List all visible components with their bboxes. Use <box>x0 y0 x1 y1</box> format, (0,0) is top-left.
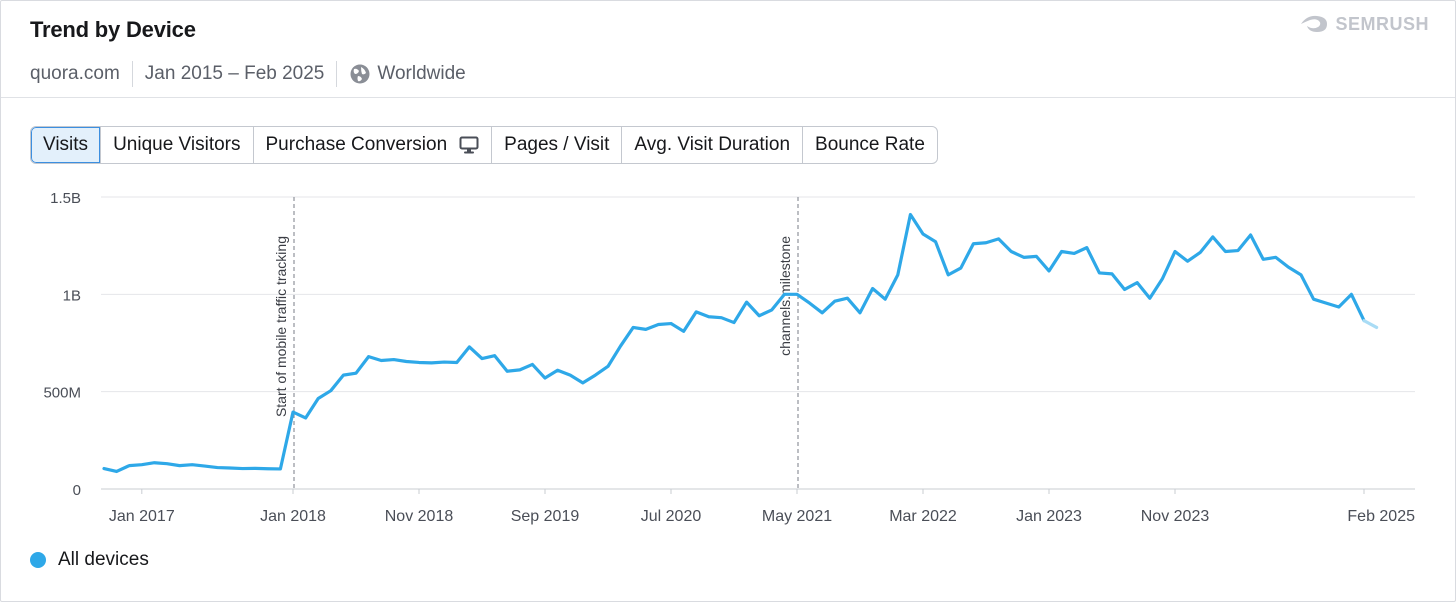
x-tick-label: Jul 2020 <box>641 508 702 525</box>
tab-purchase-conversion[interactable]: Purchase Conversion <box>252 127 492 163</box>
tab-label: Avg. Visit Duration <box>634 134 791 155</box>
y-tick-label: 0 <box>73 482 81 499</box>
widget-meta: quora.com Jan 2015 – Feb 2025 Worldwide <box>30 61 466 87</box>
tab-label: Unique Visitors <box>113 134 241 155</box>
x-tick-label: May 2021 <box>762 508 832 525</box>
tab-label: Pages / Visit <box>504 134 610 155</box>
tab-label: Purchase Conversion <box>265 134 448 155</box>
y-tick-label: 1B <box>63 287 81 304</box>
y-tick-label: 500M <box>43 385 81 402</box>
x-tick-label: Nov 2018 <box>385 508 454 525</box>
y-tick-label: 1.5B <box>50 190 81 207</box>
tab-bounce-rate[interactable]: Bounce Rate <box>802 127 937 163</box>
metric-tabs: Visits Unique Visitors Purchase Conversi… <box>30 126 938 164</box>
region-label[interactable]: Worldwide <box>377 63 466 84</box>
x-tick-label: Jan 2017 <box>109 508 175 525</box>
monitor-icon <box>459 136 479 154</box>
tab-label: Bounce Rate <box>815 134 925 155</box>
widget-title: Trend by Device <box>30 17 196 42</box>
semrush-logo: SEMRUSH <box>1299 13 1429 35</box>
meta-divider <box>336 61 338 87</box>
x-tick-label: Mar 2022 <box>889 508 957 525</box>
x-tick-label: Nov 2023 <box>1141 508 1210 525</box>
series-line-all-devices <box>102 212 1366 474</box>
x-tick-label: Feb 2025 <box>1347 508 1415 525</box>
annotation-label: Start of mobile traffic tracking <box>273 236 289 417</box>
date-range-label[interactable]: Jan 2015 – Feb 2025 <box>144 63 325 84</box>
x-tick-label: Sep 2019 <box>511 508 580 525</box>
visits-line-chart: 0 500M 1B 1.5B Jan 2017 Jan 2018 Nov 2018 Sep 2… <box>43 190 1415 525</box>
tab-unique-visitors[interactable]: Unique Visitors <box>100 127 252 163</box>
meta-divider <box>131 61 133 87</box>
legend-swatch <box>30 552 46 568</box>
tab-visits[interactable]: Visits <box>31 127 101 163</box>
chart-legend[interactable]: All devices <box>30 549 149 571</box>
tab-label: Visits <box>43 134 89 155</box>
legend-label: All devices <box>58 549 149 570</box>
domain-label: quora.com <box>30 63 120 84</box>
tab-pages-per-visit[interactable]: Pages / Visit <box>491 127 621 163</box>
tab-avg-visit-duration[interactable]: Avg. Visit Duration <box>621 127 802 163</box>
x-tick-label: Jan 2018 <box>260 508 326 525</box>
widget-header: Trend by Device SEMRUSH quora.com Jan 20… <box>1 1 1455 98</box>
logo-text: SEMRUSH <box>1335 13 1429 34</box>
globe-icon <box>349 63 371 85</box>
x-tick-label: Jan 2023 <box>1016 508 1082 525</box>
series-projection-segment <box>1362 319 1379 330</box>
semrush-flame-icon <box>1301 15 1328 32</box>
